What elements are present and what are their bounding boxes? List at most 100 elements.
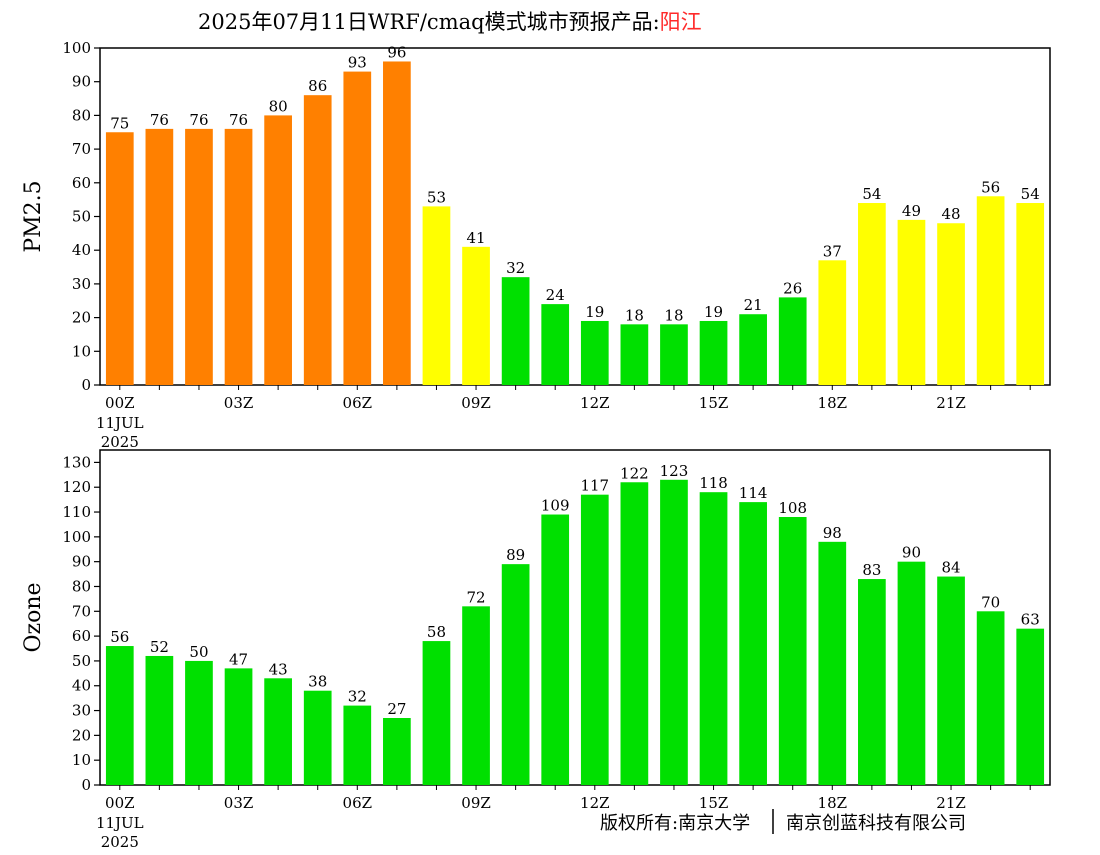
bar-value-label: 86	[308, 77, 327, 95]
footer-copyright-right: 南京创蓝科技有限公司	[786, 813, 966, 834]
y-tick-label: 10	[72, 342, 91, 360]
bar-value-label: 90	[902, 544, 921, 562]
y-tick-label: 120	[62, 478, 91, 496]
bar-value-label: 76	[150, 111, 169, 129]
chart-title-prefix: 2025年07月11日WRF/cmaq模式城市预报产品:	[198, 10, 660, 34]
bar-value-label: 38	[308, 673, 327, 691]
bar-value-label: 56	[110, 628, 129, 646]
y-tick-label: 90	[72, 73, 91, 91]
x-date-label: 2025	[101, 833, 139, 850]
x-tick-label: 06Z	[343, 794, 373, 812]
bar-value-label: 50	[189, 643, 208, 661]
bar-value-label: 75	[110, 114, 129, 132]
bar	[145, 128, 174, 385]
bar-value-label: 56	[981, 178, 1000, 196]
footer-copyright-left: 版权所有:南京大学	[600, 813, 750, 834]
plot-frame	[99, 449, 1051, 786]
bar-value-label: 83	[862, 561, 881, 579]
bar-value-label: 24	[546, 286, 565, 304]
bar-value-label: 96	[387, 43, 406, 61]
bar	[739, 502, 767, 785]
bar-value-label: 27	[387, 700, 406, 718]
x-tick-label: 03Z	[224, 794, 254, 812]
bar	[897, 219, 926, 385]
y-tick-label: 80	[72, 577, 91, 595]
bar-value-label: 18	[625, 306, 644, 324]
chart-panel-2: 0 10 20 30 40 50 60 70 80 90 100 110 120 130 Ozone 56 52…	[21, 449, 1051, 851]
y-tick-label: 110	[62, 503, 91, 521]
bar	[343, 71, 372, 385]
bar-value-label: 93	[348, 54, 367, 72]
x-tick-label: 15Z	[699, 394, 729, 412]
y-tick-label: 130	[62, 453, 91, 471]
y-tick-label: 0	[81, 776, 91, 794]
bar	[264, 115, 292, 386]
bar-value-label: 32	[506, 259, 525, 277]
x-date-label: 11JUL	[96, 814, 144, 832]
bar-value-label: 41	[466, 229, 485, 247]
y-tick-label: 60	[72, 174, 91, 192]
bar-value-label: 43	[269, 660, 288, 678]
bar-value-label: 109	[541, 497, 570, 515]
bar	[580, 494, 609, 785]
bar	[383, 61, 411, 385]
y-tick-label: 20	[72, 309, 91, 327]
bar	[739, 314, 767, 385]
bar-value-label: 58	[427, 623, 446, 641]
bar-value-label: 84	[941, 559, 960, 577]
bar-value-label: 108	[778, 499, 807, 517]
bar	[541, 514, 570, 785]
bar	[580, 320, 609, 385]
bar	[660, 324, 688, 385]
bar	[1016, 628, 1045, 785]
bar-value-label: 89	[506, 546, 525, 564]
bar-value-label: 49	[902, 202, 921, 220]
chart-panel-1: 0 10 20 30 40 50 60 70 80 90 100 PM2.5 75 76 76 76 80 86 9…	[21, 39, 1051, 451]
bar	[937, 576, 965, 785]
bar-value-label: 70	[981, 593, 1000, 611]
bar-value-label: 18	[664, 306, 683, 324]
y-tick-label: 30	[72, 275, 91, 293]
bar-value-label: 117	[580, 477, 609, 495]
y-tick-label: 80	[72, 106, 91, 124]
bar	[343, 705, 372, 785]
x-tick-label: 12Z	[580, 794, 610, 812]
chart-title-city: 阳江	[660, 10, 702, 34]
bar	[185, 660, 213, 785]
bar-value-label: 54	[862, 185, 881, 203]
x-tick-label: 12Z	[580, 394, 610, 412]
bar	[897, 561, 926, 785]
bar-value-label: 76	[189, 111, 208, 129]
x-tick-label: 21Z	[936, 794, 966, 812]
bar	[501, 277, 530, 385]
bar	[303, 690, 332, 785]
chart-title: 2025年07月11日WRF/cmaq模式城市预报产品:阳江	[198, 10, 702, 34]
bar-value-label: 118	[699, 474, 728, 492]
y-tick-label: 10	[72, 751, 91, 769]
x-tick-label: 00Z	[105, 394, 135, 412]
bar	[303, 95, 332, 386]
bar	[976, 196, 1005, 385]
bar	[620, 482, 649, 785]
bar-value-label: 80	[269, 97, 288, 115]
bar-value-label: 47	[229, 650, 248, 668]
bar	[185, 128, 213, 385]
x-tick-label: 18Z	[818, 794, 848, 812]
bar	[224, 668, 253, 785]
bar-value-label: 32	[348, 688, 367, 706]
x-tick-label: 15Z	[699, 794, 729, 812]
bar-value-label: 26	[783, 279, 802, 297]
bar	[818, 260, 847, 385]
bar	[620, 324, 649, 385]
y-tick-label: 100	[62, 39, 91, 57]
bar-value-label: 76	[229, 111, 248, 129]
bar-value-label: 52	[150, 638, 169, 656]
bar-value-label: 37	[823, 242, 842, 260]
bar	[105, 646, 134, 785]
bar-value-label: 123	[660, 462, 689, 480]
bar-value-label: 122	[620, 464, 649, 482]
y-tick-label: 60	[72, 627, 91, 645]
bar-value-label: 72	[466, 588, 485, 606]
y-tick-label: 100	[62, 528, 91, 546]
